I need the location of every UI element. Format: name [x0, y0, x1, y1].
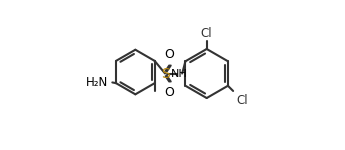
Text: O: O [165, 86, 175, 99]
Text: Cl: Cl [236, 94, 248, 107]
Text: O: O [165, 48, 175, 61]
Text: NH: NH [171, 69, 188, 78]
Text: H₂N: H₂N [86, 76, 108, 89]
Text: Cl: Cl [201, 27, 213, 40]
Text: S: S [161, 66, 169, 81]
